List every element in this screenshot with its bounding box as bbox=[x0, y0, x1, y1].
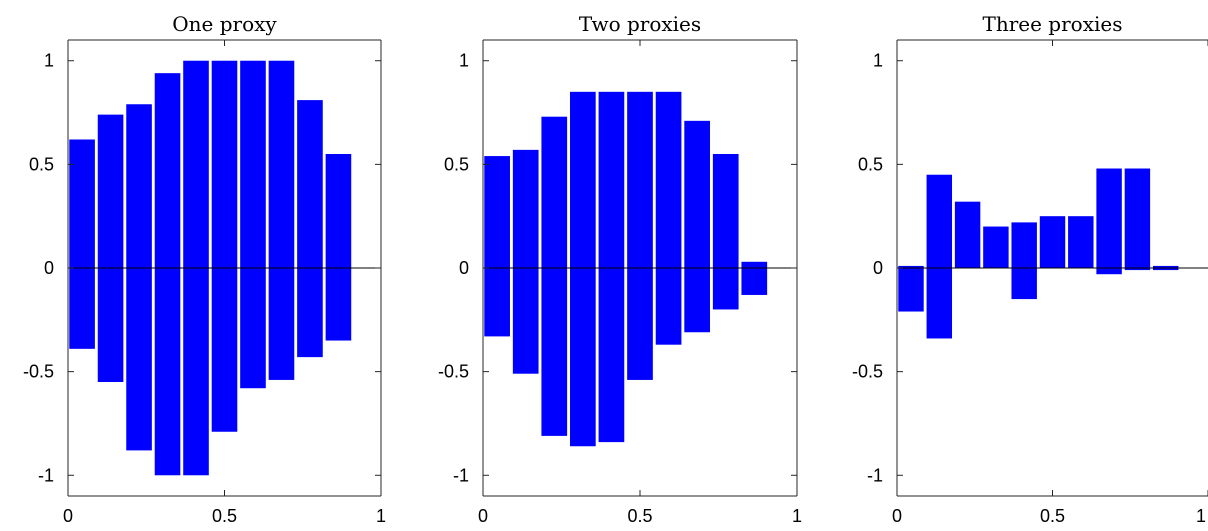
bar-3 bbox=[541, 116, 568, 436]
bar-1 bbox=[69, 139, 95, 349]
bar-4 bbox=[983, 226, 1009, 268]
bar-3 bbox=[954, 201, 981, 268]
bar-8 bbox=[1096, 168, 1122, 275]
bar-2 bbox=[926, 174, 953, 339]
y-tick-label: -0.5 bbox=[438, 362, 469, 382]
x-tick-label: 1 bbox=[792, 506, 802, 526]
bar-9 bbox=[712, 154, 739, 310]
y-tick-label: 1 bbox=[44, 51, 54, 71]
x-tick-label: 0.5 bbox=[1040, 506, 1065, 526]
y-tick-label: 0 bbox=[44, 258, 54, 278]
bar-4 bbox=[570, 91, 596, 447]
y-tick-label: 1 bbox=[459, 51, 469, 71]
chart-title: One proxy bbox=[172, 12, 277, 36]
bar-5 bbox=[598, 91, 625, 443]
bar-5 bbox=[1011, 222, 1037, 300]
bar-7 bbox=[655, 91, 682, 345]
bar-7 bbox=[1068, 216, 1094, 268]
bar-8 bbox=[684, 120, 710, 333]
chart-panel-1: -1 -0.5 0 0.5 1 0 0.5 1 One proxy bbox=[23, 12, 386, 526]
y-tick-label: -0.5 bbox=[852, 362, 883, 382]
y-tick-label: -0.5 bbox=[23, 362, 54, 382]
bar-1 bbox=[484, 156, 510, 337]
bar-10 bbox=[325, 154, 352, 341]
y-tick-label: 1 bbox=[873, 51, 883, 71]
bar-1 bbox=[898, 265, 924, 312]
x-tick-label: 0 bbox=[63, 506, 73, 526]
y-tick-label: 0 bbox=[873, 258, 883, 278]
y-tick-label: 0.5 bbox=[858, 154, 883, 174]
y-tick-label: 0 bbox=[459, 258, 469, 278]
bar-2 bbox=[97, 114, 124, 383]
x-tick-label: 0.5 bbox=[212, 506, 237, 526]
y-tick-label: 0.5 bbox=[444, 154, 469, 174]
x-tick-label: 1 bbox=[376, 506, 386, 526]
bar-6 bbox=[1039, 216, 1066, 268]
x-tick-label: 0.5 bbox=[627, 506, 652, 526]
chart-title: Three proxies bbox=[983, 12, 1123, 36]
y-tick-label: -1 bbox=[453, 465, 469, 485]
chart-title: Two proxies bbox=[579, 12, 701, 36]
bar-2 bbox=[512, 149, 539, 374]
y-tick-label: -1 bbox=[38, 465, 54, 485]
bar-7 bbox=[240, 60, 266, 389]
bar-10 bbox=[741, 261, 768, 295]
bar-4 bbox=[154, 73, 181, 476]
y-tick-label: 0.5 bbox=[29, 154, 54, 174]
bar-8 bbox=[268, 60, 295, 380]
y-tick-label: -1 bbox=[867, 465, 883, 485]
bar-6 bbox=[211, 60, 238, 432]
bar-9 bbox=[297, 100, 323, 358]
x-tick-label: 0 bbox=[892, 506, 902, 526]
x-tick-label: 1 bbox=[1196, 506, 1206, 526]
chart-panel-2: -1 -0.5 0 0.5 1 0 0.5 1 Two proxies bbox=[438, 12, 802, 526]
bar-9 bbox=[1124, 168, 1151, 271]
chart-panel-3: -1 -0.5 0 0.5 1 0 0.5 1 Three proxies bbox=[852, 12, 1208, 526]
x-tick-label: 0 bbox=[478, 506, 488, 526]
bar-6 bbox=[627, 91, 653, 380]
bar-3 bbox=[126, 104, 152, 451]
